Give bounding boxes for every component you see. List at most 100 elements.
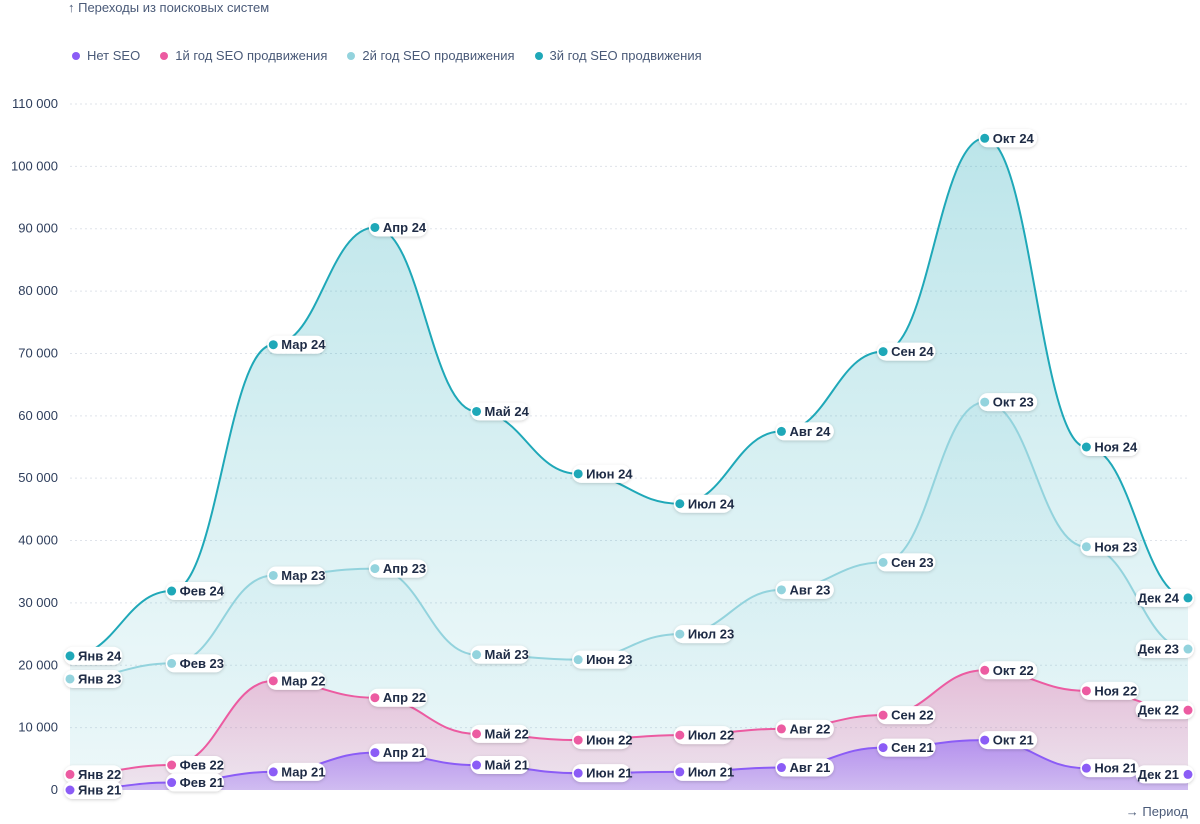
point-seo-year-1[interactable]: Июл 22 <box>673 726 734 745</box>
legend-marker <box>347 51 356 60</box>
point-label-bg <box>1080 681 1139 700</box>
point-seo-year-2[interactable]: Июн 23 <box>572 650 633 669</box>
point-label-bg <box>877 706 936 725</box>
point-seo-year-3[interactable]: Авг 24 <box>775 422 834 441</box>
point-seo-year-2[interactable]: Сен 23 <box>877 553 936 572</box>
point-seo-year-3[interactable]: Окт 24 <box>978 129 1038 148</box>
point-seo-year-1[interactable]: Июн 22 <box>572 731 633 750</box>
point-marker <box>1081 686 1091 696</box>
point-seo-year-1[interactable]: Окт 22 <box>978 661 1038 680</box>
point-label: Дек 23 <box>1138 642 1179 657</box>
point-seo-year-1[interactable]: Дек 22 <box>1135 701 1194 720</box>
legend-marker <box>72 51 80 60</box>
point-label-bg <box>470 402 529 421</box>
chart-legend: Нет SEO 1й год SEO продвижения 2й год SE… <box>72 48 702 63</box>
point-no-seo[interactable]: Апр 21 <box>368 743 428 762</box>
point-seo-year-2[interactable]: Апр 23 <box>368 559 428 578</box>
point-marker <box>167 778 177 788</box>
data-points: Янв 24 Фев 24 Мар 24 Апр 24 Май 24 Июн 24 Июл … <box>64 129 1194 799</box>
point-no-seo[interactable]: Июл 21 <box>673 762 734 781</box>
point-label: Апр 22 <box>383 690 426 705</box>
point-seo-year-1[interactable]: Фев 22 <box>165 756 225 775</box>
point-seo-year-1[interactable]: Апр 22 <box>368 688 428 707</box>
point-label: Ноя 22 <box>1094 683 1137 698</box>
point-seo-year-2[interactable]: Май 23 <box>470 645 529 664</box>
point-seo-year-2[interactable]: Фев 23 <box>165 654 225 673</box>
point-label-bg <box>877 738 936 757</box>
point-marker <box>65 651 75 661</box>
point-seo-year-3[interactable]: Июл 24 <box>673 494 735 513</box>
point-seo-year-3[interactable]: Янв 24 <box>64 646 123 665</box>
point-label: Апр 23 <box>383 561 426 576</box>
point-label: Окт 24 <box>993 131 1035 146</box>
point-seo-year-3[interactable]: Ноя 24 <box>1080 438 1139 456</box>
point-seo-year-3[interactable]: Мар 24 <box>267 335 326 354</box>
point-seo-year-2[interactable]: Окт 23 <box>978 393 1038 412</box>
point-marker <box>675 629 685 639</box>
point-seo-year-1[interactable]: Май 22 <box>470 724 529 743</box>
point-seo-year-2[interactable]: Мар 23 <box>267 566 326 585</box>
point-label-bg <box>775 580 834 599</box>
point-marker <box>980 133 990 143</box>
point-no-seo[interactable]: Мар 21 <box>267 762 326 781</box>
point-label-bg <box>673 762 733 781</box>
legend-item-no-seo[interactable]: Нет SEO <box>72 48 140 63</box>
point-no-seo[interactable]: Окт 21 <box>978 731 1038 750</box>
point-no-seo[interactable]: Янв 21 <box>64 781 123 799</box>
legend-item-seo-year-2[interactable]: 2й год SEO продвижения <box>347 48 515 63</box>
point-no-seo[interactable]: Ноя 21 <box>1080 759 1139 778</box>
point-seo-year-1[interactable]: Авг 22 <box>775 719 834 738</box>
point-label: Июн 23 <box>586 652 632 667</box>
point-seo-year-3[interactable]: Фев 24 <box>165 582 225 601</box>
point-marker <box>675 730 685 740</box>
point-seo-year-3[interactable]: Дек 24 <box>1135 588 1194 607</box>
point-seo-year-1[interactable]: Янв 22 <box>64 765 123 784</box>
point-no-seo[interactable]: Фев 21 <box>165 773 225 792</box>
point-seo-year-1[interactable]: Ноя 22 <box>1080 681 1139 700</box>
point-label: Окт 23 <box>993 395 1034 410</box>
point-label-bg <box>470 645 529 664</box>
point-label-bg <box>572 764 631 783</box>
point-no-seo[interactable]: Июн 21 <box>572 764 633 783</box>
point-label: Сен 23 <box>891 555 934 570</box>
point-no-seo[interactable]: Сен 21 <box>877 738 936 757</box>
point-label-bg <box>775 719 834 738</box>
point-no-seo[interactable]: Авг 21 <box>775 758 834 777</box>
point-seo-year-3[interactable]: Сен 24 <box>877 342 936 361</box>
point-seo-year-2[interactable]: Авг 23 <box>775 580 834 599</box>
point-label-bg <box>877 553 936 572</box>
point-label: Май 23 <box>485 647 529 662</box>
point-label-bg <box>673 625 733 644</box>
legend-label: Нет SEO <box>87 48 141 63</box>
point-seo-year-3[interactable]: Апр 24 <box>368 218 428 237</box>
y-tick-label: 40 000 <box>18 533 58 548</box>
point-seo-year-1[interactable]: Мар 22 <box>267 671 326 690</box>
point-label-bg <box>1080 537 1139 556</box>
point-seo-year-2[interactable]: Янв 23 <box>64 669 123 688</box>
point-no-seo[interactable]: Май 21 <box>470 756 529 775</box>
point-label: Май 22 <box>485 726 529 741</box>
point-label-bg <box>978 393 1038 412</box>
point-seo-year-3[interactable]: Май 24 <box>470 402 530 421</box>
legend-item-seo-year-3[interactable]: 3й год SEO продвижения <box>534 48 702 63</box>
point-label-bg <box>165 582 225 601</box>
point-seo-year-1[interactable]: Сен 22 <box>877 706 936 725</box>
point-marker <box>573 469 583 479</box>
point-seo-year-2[interactable]: Дек 23 <box>1135 640 1194 659</box>
point-label-bg <box>978 129 1038 148</box>
point-seo-year-3[interactable]: Июн 24 <box>572 464 633 483</box>
point-seo-year-2[interactable]: Июл 23 <box>673 625 734 644</box>
point-marker <box>573 735 583 745</box>
y-tick-label: 80 000 <box>18 283 58 298</box>
point-seo-year-2[interactable]: Ноя 23 <box>1080 537 1139 556</box>
point-marker <box>65 785 75 795</box>
point-label: Дек 22 <box>1138 703 1179 718</box>
legend-item-seo-year-1[interactable]: 1й год SEO продвижения <box>160 48 327 63</box>
legend-label: 1й год SEO продвижения <box>175 48 328 63</box>
point-marker <box>675 499 685 509</box>
point-label-bg <box>368 743 428 762</box>
y-tick-label: 60 000 <box>18 408 58 423</box>
point-no-seo[interactable]: Дек 21 <box>1135 765 1194 784</box>
point-label: Авг 24 <box>789 424 831 439</box>
